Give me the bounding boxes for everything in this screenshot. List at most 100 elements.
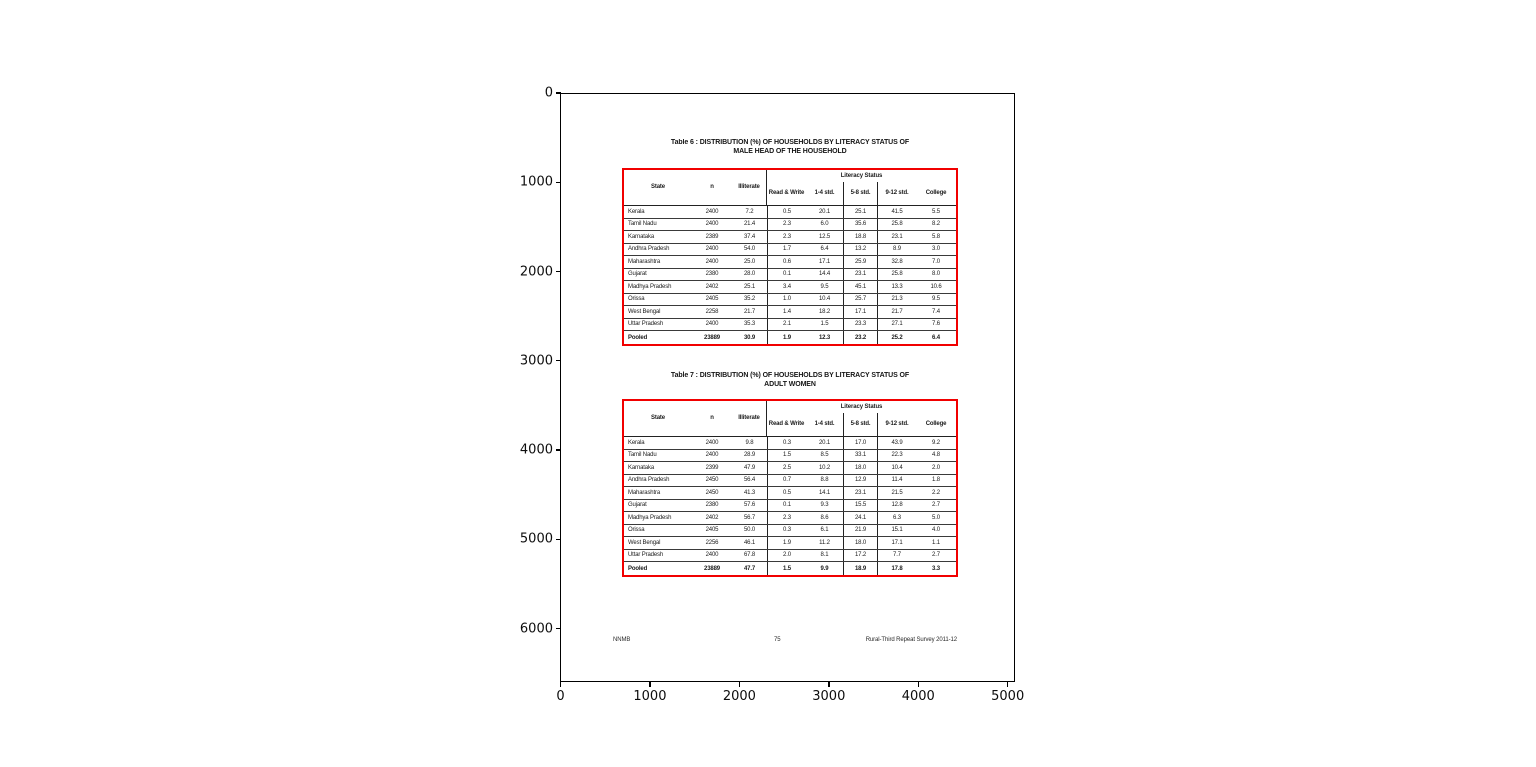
column-header-illiterate: Illiterate [732, 170, 767, 205]
column-header-7: College [925, 421, 947, 427]
value-cell: 12.9 [843, 474, 877, 486]
state-cell: Madhya Pradesh [628, 283, 672, 290]
state-cell: Pooled [628, 565, 648, 572]
value-cell: 1.9 [767, 537, 806, 549]
state-cell: Andhra Pradesh [628, 246, 670, 253]
x-tick-mark [559, 682, 562, 687]
column-header-3: Read & Write [768, 190, 805, 196]
state-cell: Andhra Pradesh [628, 477, 670, 484]
value-cell: 23.1 [877, 231, 916, 243]
value-cell: 3.0 [932, 246, 940, 253]
table-row: Uttar Pradesh 2400 67.8 2.0 8.1 17.2 7.7 2.7 [624, 549, 956, 562]
x-tick-mark [738, 682, 741, 687]
value-cell: 2400 [705, 258, 719, 265]
value-cell: 18.9 [843, 562, 877, 575]
value-cell: 57.6 [743, 502, 756, 509]
value-cell: 8.8 [820, 477, 829, 484]
value-cell: 15.1 [877, 524, 916, 536]
value-cell: 0.5 [767, 487, 806, 499]
value-cell: 1.9 [767, 331, 806, 344]
x-tick-label: 0 [556, 689, 565, 704]
value-cell: 1.0 [767, 293, 806, 305]
table-row: Madhya Pradesh 2402 56.7 2.3 8.6 24.1 6.3 5.0 [624, 512, 956, 525]
x-tick-mark [1007, 682, 1009, 687]
value-cell: 2405 [705, 296, 719, 303]
value-cell: 14.4 [818, 271, 831, 278]
value-cell: 21.5 [877, 487, 916, 499]
state-cell: Madhya Pradesh [628, 514, 672, 521]
value-cell: 2.7 [932, 502, 940, 509]
value-cell: 23.3 [843, 318, 877, 330]
value-cell: 35.3 [743, 321, 756, 328]
value-cell: 7.4 [932, 308, 940, 315]
column-header-6: 9-12 std. [877, 182, 916, 205]
value-cell: 8.9 [877, 243, 916, 255]
state-cell: Uttar Pradesh [628, 552, 664, 559]
state-cell: Kerala [628, 439, 645, 446]
value-cell: 33.1 [843, 449, 877, 461]
y-tick-label: 4000 [519, 442, 553, 458]
value-cell: 15.5 [843, 499, 877, 511]
value-cell: 10.2 [818, 464, 831, 471]
table-row: Orissa 2405 35.2 1.0 10.4 25.7 21.3 9.5 [624, 293, 956, 306]
table-row: Kerala 2400 9.8 0.3 20.1 17.0 43.9 9.2 [624, 437, 956, 450]
value-cell: 2450 [705, 489, 719, 496]
value-cell: 2.3 [767, 231, 806, 243]
value-cell: 30.9 [743, 334, 756, 341]
value-cell: 12.5 [818, 233, 831, 240]
state-cell: Uttar Pradesh [628, 321, 664, 328]
plot-area: Table 6 : DISTRIBUTION (%) OF HOUSEHOLDS… [560, 93, 1015, 682]
value-cell: 3.4 [767, 281, 806, 293]
value-cell: 11.2 [819, 539, 830, 546]
y-tick-label: 5000 [519, 531, 553, 547]
table-header: State n Illiterate Literacy Status Read & Wr… [624, 401, 956, 437]
value-cell: 5.5 [932, 208, 940, 215]
table7-adult-women-literacy: State n Illiterate Literacy Status Read & Wr… [622, 399, 958, 577]
state-cell: Orissa [628, 527, 645, 534]
state-cell: Tamil Nadu [628, 221, 657, 228]
value-cell: 3.3 [932, 565, 940, 572]
value-cell: 17.1 [843, 306, 877, 318]
value-cell: 23889 [704, 565, 720, 572]
value-cell: 2258 [705, 308, 719, 315]
table-row: Orissa 2405 50.0 0.3 6.1 21.9 15.1 4.0 [624, 524, 956, 537]
value-cell: 2405 [705, 527, 719, 534]
table-row: Karnataka 2399 47.9 2.5 10.2 18.0 10.4 2.0 [624, 462, 956, 475]
x-tick-label: 1000 [633, 689, 667, 704]
value-cell: 21.3 [877, 293, 916, 305]
value-cell: 2400 [705, 439, 719, 446]
value-cell: 6.4 [820, 246, 829, 253]
table-body: Kerala 2400 9.8 0.3 20.1 17.0 43.9 9.2 Tamil Nad… [624, 437, 956, 575]
value-cell: 18.2 [818, 308, 831, 315]
value-cell: 2400 [705, 246, 719, 253]
y-tick-mark [556, 181, 561, 183]
x-tick-mark [917, 682, 919, 687]
value-cell: 20.1 [818, 439, 831, 446]
state-cell: Orissa [628, 296, 645, 303]
y-tick-label: 6000 [519, 621, 553, 636]
state-cell: Kerala [628, 208, 645, 215]
column-header-n: n [710, 184, 714, 190]
value-cell: 0.7 [767, 474, 806, 486]
value-cell: 45.1 [843, 281, 877, 293]
table-row: Tamil Nadu 2400 28.9 1.5 8.5 33.1 22.3 4.8 [624, 449, 956, 462]
table-row: Maharashtra 2400 25.0 0.6 17.1 25.9 32.8 7.0 [624, 256, 956, 269]
state-cell: Maharashtra [628, 489, 661, 496]
value-cell: 2380 [705, 502, 719, 509]
value-cell: 20.1 [818, 208, 831, 215]
value-cell: 5.0 [932, 514, 940, 521]
state-cell: Gujarat [628, 271, 647, 278]
state-cell: Tamil Nadu [628, 452, 657, 459]
value-cell: 43.9 [877, 437, 916, 449]
column-header-3: Read & Write [768, 421, 805, 427]
footer-survey-name: Rural-Third Repeat Survey 2011-12 [865, 637, 957, 643]
value-cell: 1.5 [767, 449, 806, 461]
y-tick-mark [556, 627, 561, 630]
value-cell: 21.9 [843, 524, 877, 536]
value-cell: 24.1 [843, 512, 877, 524]
y-tick-mark [556, 360, 561, 362]
value-cell: 21.4 [743, 221, 756, 228]
value-cell: 14.1 [818, 489, 831, 496]
column-header-5: 5-8 std. [843, 413, 877, 436]
